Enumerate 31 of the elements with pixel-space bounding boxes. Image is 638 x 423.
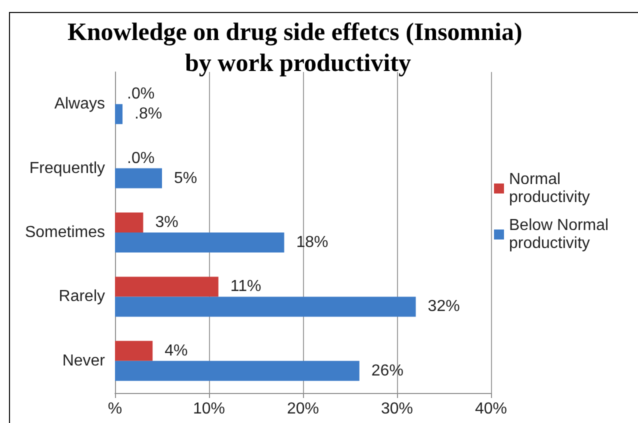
x-tick-label: 30% [380,400,414,418]
bar [115,276,218,297]
legend-label: Below Normal productivity [509,217,614,252]
data-label: .8% [134,106,162,123]
data-label: 26% [371,362,404,380]
bar [115,232,284,252]
data-label: 3% [155,214,178,231]
chart-title: Knowledge on drug side effetcs (Insomnia) by work productivity [67,19,529,77]
data-label: .0% [127,86,155,103]
x-tick-label: 40% [474,400,508,418]
data-label: 4% [164,342,188,360]
y-tick-label: Sometimes [24,224,105,241]
bar [115,212,144,232]
bar [115,340,153,361]
bar [115,104,123,124]
legend-label: Normal productivity [509,171,590,206]
bar [115,168,162,188]
x-tick-label: 20% [286,400,320,418]
data-label: 11% [230,278,262,296]
y-tick-label: Frequently [29,160,105,177]
data-label: 32% [428,298,460,316]
x-tick-label: % [108,400,122,418]
y-tick-label: Never [62,352,106,370]
data-label: .0% [127,150,155,167]
data-label: 18% [296,234,328,251]
bar [115,296,416,317]
y-tick-label: Rarely [58,288,105,306]
x-tick-label: 10% [192,400,226,418]
data-label: 5% [174,170,198,187]
bar [115,360,360,381]
y-tick-label: Always [54,96,105,113]
